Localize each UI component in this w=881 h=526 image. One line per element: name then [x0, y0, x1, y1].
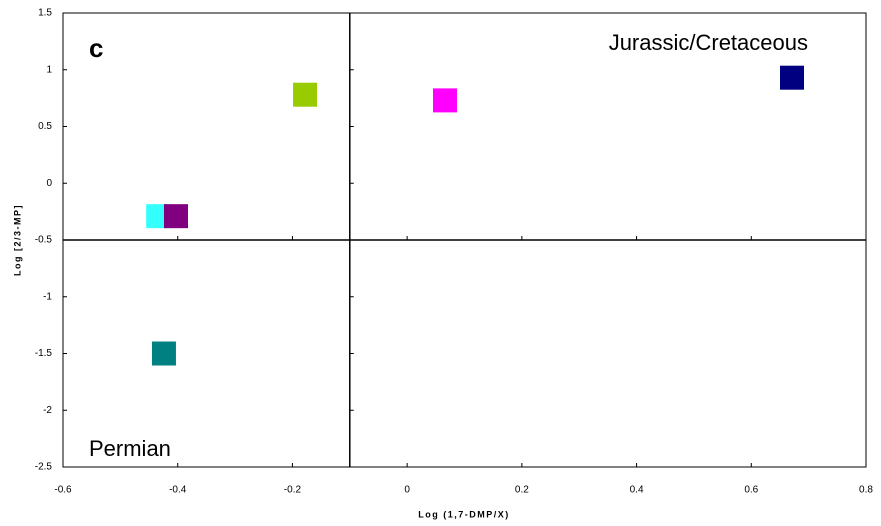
point — [780, 65, 805, 90]
x-axis-title: Log (1,7-DMP/X) — [418, 509, 510, 519]
point — [293, 82, 318, 107]
x-tick-label: -0.4 — [169, 485, 187, 496]
y-tick-label: 0 — [46, 178, 52, 189]
y-tick-label: 1 — [46, 64, 52, 75]
y-axis-title: Log [2/3-MP] — [12, 204, 22, 276]
annotation: Jurassic/Cretaceous — [609, 30, 808, 55]
annotation: Permian — [89, 436, 171, 461]
y-tick-label: 0.5 — [38, 121, 52, 132]
x-tick-label: 0.8 — [859, 485, 873, 496]
y-tick-label: -1.5 — [35, 348, 53, 359]
y-tick-label: -1 — [43, 291, 52, 302]
y-tick-label: 1.5 — [38, 8, 52, 19]
point — [163, 204, 188, 229]
y-tick-label: -2.5 — [35, 462, 53, 473]
y-tick-label: -0.5 — [35, 235, 53, 246]
x-tick-label: -0.6 — [54, 485, 72, 496]
point — [151, 341, 176, 366]
panel-label: c — [89, 33, 103, 63]
x-tick-label: 0.6 — [744, 485, 758, 496]
x-tick-label: -0.2 — [284, 485, 302, 496]
x-tick-label: 0.4 — [630, 485, 644, 496]
x-tick-label: 0.2 — [515, 485, 529, 496]
point — [432, 88, 457, 113]
x-tick-label: 0 — [404, 485, 410, 496]
y-tick-label: -2 — [43, 405, 52, 416]
